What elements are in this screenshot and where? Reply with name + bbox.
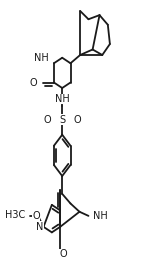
Text: O: O (60, 249, 67, 259)
Text: NH: NH (55, 94, 70, 104)
Text: O: O (44, 115, 51, 125)
Text: O: O (32, 211, 40, 221)
Text: H3C: H3C (5, 210, 25, 220)
Text: S: S (59, 115, 65, 125)
Text: NH: NH (34, 53, 49, 63)
Text: NH: NH (93, 211, 107, 221)
Text: O: O (73, 115, 81, 125)
Text: O: O (30, 78, 37, 87)
Text: N: N (36, 222, 44, 232)
